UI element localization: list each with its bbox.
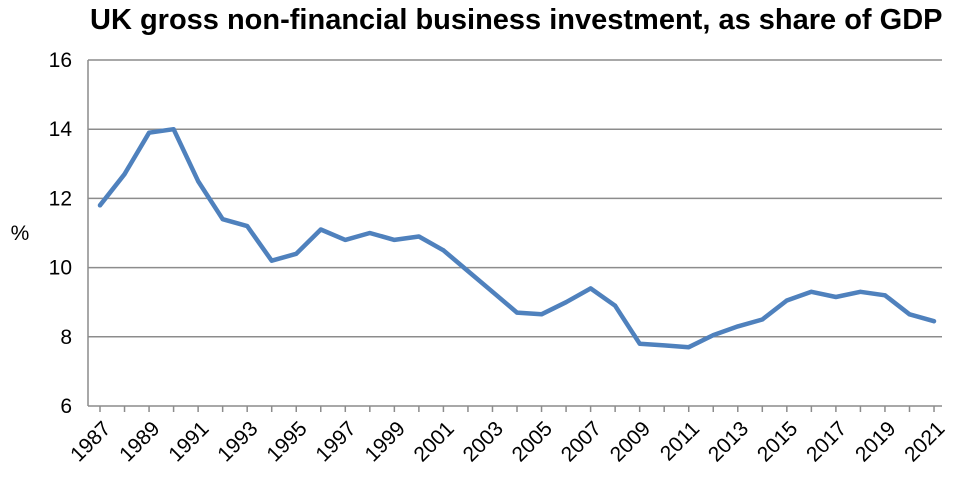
y-tick-label: 10 [49,257,72,280]
x-tick-label: 2011 [656,417,704,465]
y-tick-label: 14 [49,118,73,141]
data-point [122,172,127,177]
x-tick-label: 1995 [262,417,311,466]
data-point [932,319,937,324]
data-point [539,312,544,317]
data-point [833,295,838,300]
x-tick-label: 1999 [360,417,409,466]
data-point [220,217,225,222]
y-tick-label: 8 [60,326,72,349]
x-tick-label: 2017 [802,417,851,466]
x-tick-label: 2005 [508,417,557,466]
x-tick-label: 1997 [311,417,360,466]
data-point [809,289,814,294]
data-point [588,286,593,291]
data-point [245,224,250,229]
x-tick-label: 1991 [164,417,213,466]
data-point [343,237,348,242]
x-tick-label: 1987 [66,417,115,466]
data-point [760,317,765,322]
data-point [465,269,470,274]
x-tick-label: 2007 [557,417,606,466]
data-point [613,303,618,308]
data-point [735,324,740,329]
x-tick-label: 2001 [410,417,459,466]
y-tick-label: 16 [49,49,72,72]
data-point [392,237,397,242]
x-tick-label: 2009 [606,417,655,466]
data-point [98,203,102,208]
data-point [711,333,716,338]
y-tick-label: 6 [60,395,72,418]
data-point [564,300,569,305]
data-point [171,127,176,132]
data-point [858,289,863,294]
x-tick-label: 1989 [115,417,164,466]
data-point [441,248,446,253]
data-point [269,258,274,263]
data-point [882,293,887,298]
y-tick-label: 12 [49,187,72,210]
data-point [490,289,495,294]
data-point [318,227,323,232]
data-point [367,231,372,235]
chart-title: UK gross non-financial business investme… [90,4,943,36]
x-tick-label: 2013 [704,417,753,466]
data-point [196,179,201,184]
x-tick-label: 1993 [213,417,262,466]
data-point [637,341,642,346]
x-tick-label: 2021 [900,417,949,466]
x-tick-label: 2019 [851,417,900,466]
data-point [784,298,789,303]
x-tick-label: 2003 [459,417,508,466]
data-point [294,251,299,256]
x-tick-label: 2015 [753,417,802,466]
data-point [907,312,912,317]
y-axis-title: % [11,222,30,245]
data-point [686,345,691,350]
data-point [662,343,667,348]
data-point [416,234,421,239]
data-point [147,130,152,135]
data-point [515,310,520,315]
